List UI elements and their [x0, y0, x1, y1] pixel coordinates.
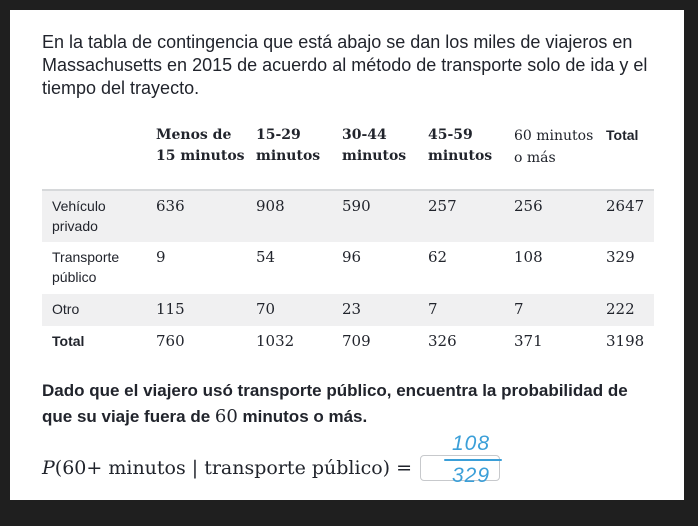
table-cell: 590	[342, 197, 371, 215]
table-cell: 636	[156, 197, 185, 215]
row-label: Transporte público	[52, 249, 120, 285]
table-cell: 70	[256, 300, 276, 318]
table-cell: 709	[342, 332, 371, 350]
table-cell: 257	[428, 197, 457, 215]
table-header: 60 minutos o más	[514, 128, 594, 166]
row-label: Otro	[52, 301, 80, 317]
table-header: Menos de 15 minutos	[156, 127, 245, 164]
table-cell: 62	[428, 248, 448, 266]
table-cell: 54	[256, 248, 276, 266]
equation-body: (60+ minutos | transporte público) =	[54, 457, 413, 479]
handwritten-denominator: 329	[452, 464, 491, 487]
row-label: Total	[52, 333, 85, 349]
question-math: 60	[214, 406, 238, 427]
table-cell: 760	[156, 332, 185, 350]
table-row: Transporte público 9 54 96 62 108 329	[42, 242, 654, 294]
table-cell: 908	[256, 197, 285, 215]
table-cell: 115	[156, 300, 185, 318]
table-cell: 3198	[606, 332, 645, 350]
table-cell: 108	[514, 248, 543, 266]
table-cell: 371	[514, 332, 543, 350]
table-row: Vehículo privado 636 908 590 257 256 264…	[42, 190, 654, 242]
table-header-empty	[42, 122, 146, 190]
table-cell: 96	[342, 248, 362, 266]
table-header-row: Menos de 15 minutos 15-29 minutos 30-44 …	[42, 122, 654, 190]
table-cell: 7	[428, 300, 438, 318]
contingency-table: Menos de 15 minutos 15-29 minutos 30-44 …	[42, 122, 654, 358]
exercise-card: En la tabla de contingencia que está aba…	[10, 10, 684, 500]
table-cell: 9	[156, 248, 166, 266]
table-cell: 326	[428, 332, 457, 350]
table-header: Total	[606, 127, 639, 143]
fraction-bar	[444, 459, 502, 461]
table-header: 15-29 minutos	[256, 127, 321, 164]
probability-equation: P (60+ minutos | transporte público) =	[42, 448, 501, 488]
table-cell: 7	[514, 300, 524, 318]
question-text: Dado que el viajero usó transporte públi…	[42, 381, 628, 427]
table-row-total: Total 760 1032 709 326 371 3198	[42, 326, 654, 358]
table-header: 45-59 minutos	[428, 127, 493, 164]
table-header: 30-44 minutos	[342, 127, 407, 164]
handwritten-numerator: 108	[452, 432, 491, 455]
table-cell: 1032	[256, 332, 295, 350]
handwritten-fraction: 108 329	[438, 430, 508, 492]
table-cell: 329	[606, 248, 635, 266]
table-cell: 222	[606, 300, 635, 318]
table-cell: 23	[342, 300, 362, 318]
table-cell: 2647	[606, 197, 645, 215]
table-row: Otro 115 70 23 7 7 222	[42, 294, 654, 326]
row-label: Vehículo privado	[52, 198, 106, 234]
table-cell: 256	[514, 197, 543, 215]
problem-intro: En la tabla de contingencia que está aba…	[42, 32, 648, 98]
probability-symbol: P	[42, 457, 55, 479]
